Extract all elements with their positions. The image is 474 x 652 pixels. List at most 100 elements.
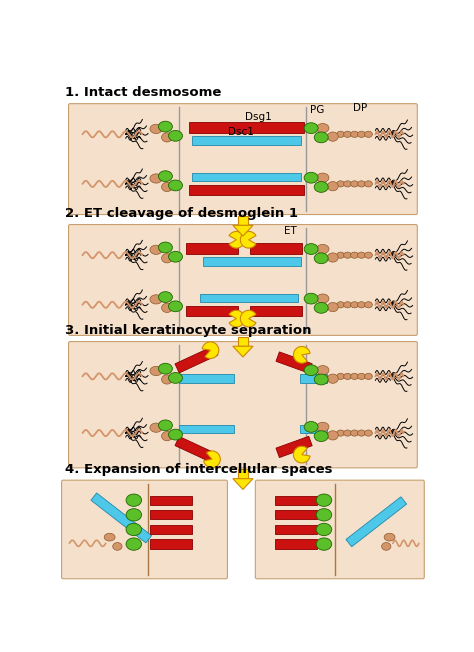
Ellipse shape <box>158 420 173 431</box>
Ellipse shape <box>365 181 373 187</box>
Ellipse shape <box>150 245 162 254</box>
Ellipse shape <box>150 423 162 432</box>
Ellipse shape <box>113 542 122 550</box>
Ellipse shape <box>314 303 328 313</box>
Ellipse shape <box>304 293 318 304</box>
Ellipse shape <box>344 374 351 379</box>
Ellipse shape <box>357 131 365 138</box>
Bar <box>175 436 218 464</box>
Ellipse shape <box>337 181 345 187</box>
Ellipse shape <box>317 366 329 375</box>
Ellipse shape <box>150 366 162 376</box>
Ellipse shape <box>365 374 373 379</box>
Wedge shape <box>229 310 245 327</box>
Bar <box>250 306 302 316</box>
Bar <box>275 525 318 534</box>
Bar <box>186 243 238 254</box>
Ellipse shape <box>158 242 173 253</box>
Bar <box>150 511 192 520</box>
Ellipse shape <box>317 244 329 254</box>
Bar <box>189 185 304 196</box>
Ellipse shape <box>337 302 345 308</box>
Polygon shape <box>233 226 253 236</box>
Text: DP: DP <box>353 104 367 113</box>
Ellipse shape <box>317 173 329 183</box>
Bar <box>192 173 301 181</box>
Ellipse shape <box>158 121 173 132</box>
Ellipse shape <box>365 252 373 258</box>
Text: Dsg1: Dsg1 <box>245 112 272 123</box>
Bar <box>186 306 238 316</box>
Ellipse shape <box>317 294 329 303</box>
Ellipse shape <box>169 251 182 262</box>
Ellipse shape <box>126 509 142 521</box>
Text: PG: PG <box>310 105 325 115</box>
Ellipse shape <box>158 291 173 303</box>
Ellipse shape <box>344 302 351 308</box>
Ellipse shape <box>169 429 182 440</box>
Ellipse shape <box>328 132 338 141</box>
Ellipse shape <box>357 430 365 436</box>
Ellipse shape <box>337 131 345 138</box>
Wedge shape <box>293 346 310 363</box>
Ellipse shape <box>162 432 173 441</box>
Bar <box>275 496 318 505</box>
Bar <box>275 511 318 520</box>
Ellipse shape <box>162 303 173 312</box>
Ellipse shape <box>357 302 365 308</box>
Polygon shape <box>233 479 253 490</box>
Wedge shape <box>240 231 256 248</box>
Ellipse shape <box>365 430 373 436</box>
Ellipse shape <box>162 375 173 384</box>
Bar <box>237 337 248 346</box>
Ellipse shape <box>304 365 318 376</box>
Bar <box>276 352 312 373</box>
Ellipse shape <box>351 430 358 436</box>
Bar <box>300 425 327 434</box>
Bar <box>276 436 312 458</box>
Ellipse shape <box>314 132 328 143</box>
Text: 1. Intact desmosome: 1. Intact desmosome <box>65 86 222 99</box>
FancyBboxPatch shape <box>69 104 417 215</box>
Ellipse shape <box>382 542 391 550</box>
Bar <box>150 496 192 505</box>
Text: 2. ET cleavage of desmoglein 1: 2. ET cleavage of desmoglein 1 <box>65 207 299 220</box>
Ellipse shape <box>328 303 338 312</box>
Ellipse shape <box>158 171 173 181</box>
Ellipse shape <box>384 533 395 541</box>
Bar <box>189 122 304 133</box>
Ellipse shape <box>126 494 142 507</box>
Ellipse shape <box>351 131 358 138</box>
Ellipse shape <box>328 253 338 262</box>
Text: 4. Expansion of intercellular spaces: 4. Expansion of intercellular spaces <box>65 462 333 475</box>
Bar <box>192 136 301 145</box>
Ellipse shape <box>357 181 365 187</box>
Ellipse shape <box>316 509 332 521</box>
Bar <box>179 425 234 434</box>
Wedge shape <box>229 231 245 248</box>
Ellipse shape <box>304 421 318 432</box>
Wedge shape <box>204 451 220 467</box>
FancyBboxPatch shape <box>255 480 424 579</box>
Wedge shape <box>202 342 219 359</box>
FancyBboxPatch shape <box>69 224 417 335</box>
Ellipse shape <box>328 374 338 383</box>
Ellipse shape <box>158 363 173 374</box>
Ellipse shape <box>162 133 173 142</box>
Ellipse shape <box>316 538 332 550</box>
Ellipse shape <box>169 372 182 383</box>
Ellipse shape <box>126 524 142 536</box>
Ellipse shape <box>351 252 358 258</box>
Ellipse shape <box>150 125 162 134</box>
Text: 3. Initial keratinocyte separation: 3. Initial keratinocyte separation <box>65 324 312 337</box>
Bar <box>250 243 302 254</box>
Ellipse shape <box>316 524 332 536</box>
Ellipse shape <box>365 302 373 308</box>
Ellipse shape <box>344 181 351 187</box>
Ellipse shape <box>150 295 162 304</box>
Ellipse shape <box>328 181 338 191</box>
Polygon shape <box>233 346 253 357</box>
Bar <box>237 469 248 479</box>
Bar <box>346 497 407 547</box>
Wedge shape <box>293 447 310 463</box>
